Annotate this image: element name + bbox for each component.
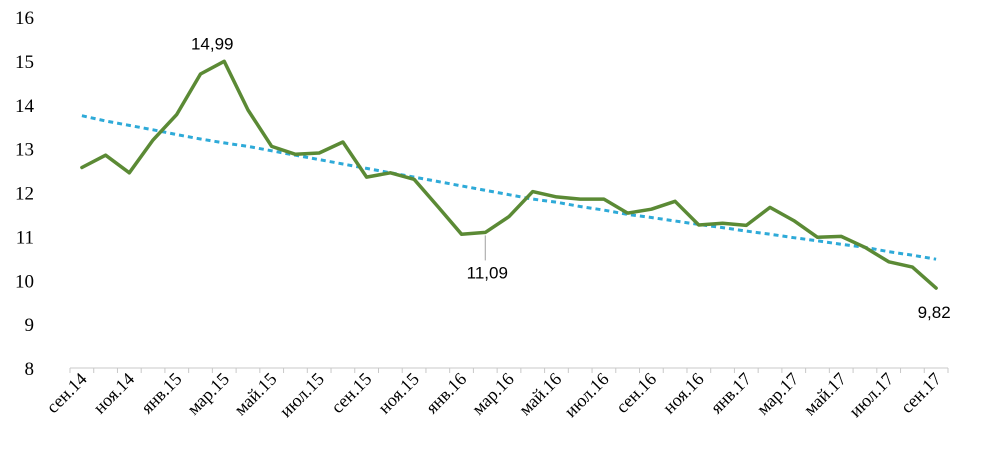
- x-tick-label: июл.17: [845, 369, 897, 421]
- x-tick-label: сен.14: [42, 369, 90, 417]
- trendline-series: [81, 114, 937, 261]
- x-tick-label: сен.17: [897, 369, 945, 417]
- data-label: 11,09: [467, 263, 508, 282]
- y-tick-label: 8: [25, 359, 35, 380]
- x-tick-label: мар.17: [753, 369, 803, 419]
- data-label: 14,99: [191, 34, 234, 53]
- x-axis-ticks: [69, 368, 949, 373]
- y-axis-tick-labels: 8 9 10 11 12 13 14 15 16: [15, 8, 35, 380]
- y-tick-label: 13: [15, 140, 34, 161]
- y-tick-label: 12: [15, 184, 34, 205]
- y-tick-label: 14: [15, 96, 35, 117]
- annotation-layer: 14,99 11,09 9,82: [191, 34, 951, 322]
- x-tick-label: ноя.16: [659, 369, 708, 418]
- y-tick-label: 11: [16, 227, 34, 248]
- x-tick-label: янв.16: [422, 369, 471, 418]
- main-series-line: [80, 59, 938, 290]
- data-label: 9,82: [918, 303, 951, 322]
- x-tick-label: июл.16: [560, 369, 612, 421]
- y-tick-label: 16: [15, 8, 34, 29]
- x-tick-label: май.15: [230, 369, 280, 419]
- x-tick-label: май.17: [800, 369, 850, 419]
- y-tick-label: 10: [15, 271, 34, 292]
- x-tick-label: мар.16: [468, 369, 518, 419]
- series-layer: [80, 59, 938, 290]
- x-tick-label: ноя.15: [374, 369, 423, 418]
- x-tick-label: янв.17: [706, 369, 755, 418]
- x-tick-label: май.16: [515, 369, 565, 419]
- y-tick-label: 15: [15, 52, 34, 73]
- x-tick-label: июл.15: [276, 369, 328, 421]
- x-tick-label: сен.15: [327, 369, 375, 417]
- x-tick-label: янв.15: [137, 369, 186, 418]
- x-tick-label: ноя.14: [89, 369, 138, 418]
- x-tick-label: мар.15: [183, 369, 233, 419]
- x-tick-label: сен.16: [612, 369, 660, 417]
- y-tick-label: 9: [25, 315, 35, 336]
